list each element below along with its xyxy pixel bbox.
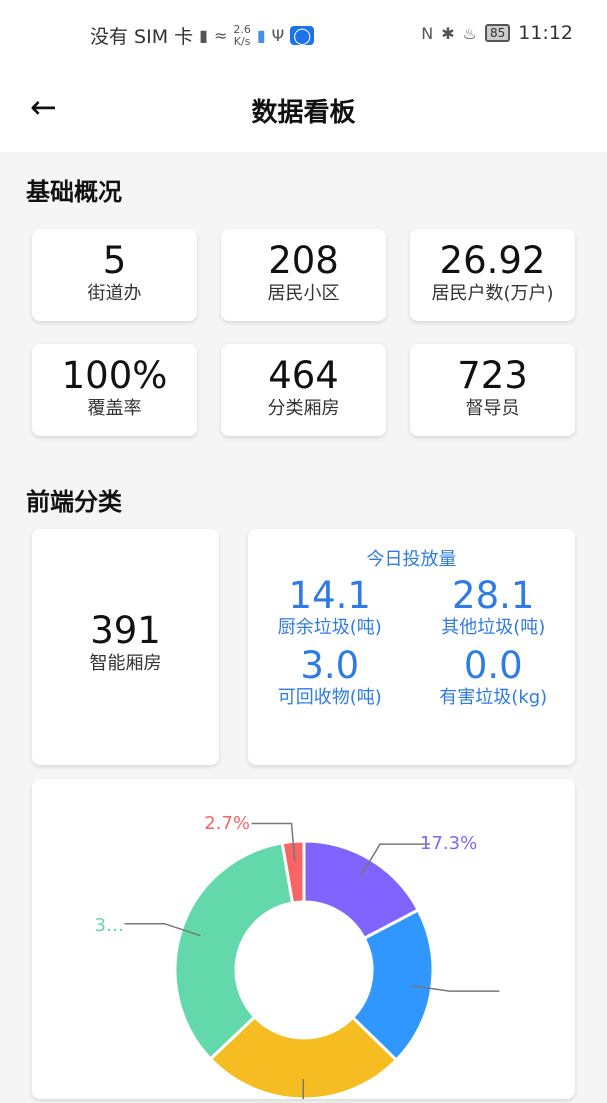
today-item: 14.1 厨余垃圾(吨) <box>277 574 382 639</box>
nfc-icon: N <box>421 23 434 43</box>
bluetooth-icon: ✱ <box>441 23 455 43</box>
charging-battery-icon: ▮ <box>256 26 266 45</box>
bell-muted-icon: ♨ <box>462 23 477 43</box>
smart-room-card: 391 智能厢房 <box>32 529 219 765</box>
smart-room-value: 391 <box>90 609 161 652</box>
leader-line <box>124 922 201 937</box>
section-title-overview: 基础概况 <box>26 178 122 206</box>
data-label: 17.3% <box>420 833 477 854</box>
data-label: 2.7% <box>204 813 250 834</box>
leader-line <box>411 984 500 992</box>
stat-value: 464 <box>268 354 339 397</box>
stat-value: 5 <box>102 239 127 282</box>
today-volume-card: 今日投放量 14.1 厨余垃圾(吨) 28.1 其他垃圾(吨) 3.0 可回收物(吨)… <box>248 529 575 765</box>
leader-line <box>359 843 431 878</box>
stat-label: 分类厢房 <box>267 398 340 419</box>
stat-label: 街道办 <box>87 283 142 304</box>
usb-icon: Ψ <box>271 26 285 45</box>
stat-card: 464 分类厢房 <box>221 344 386 436</box>
stat-card: 723 督导员 <box>410 344 575 436</box>
stat-value: 208 <box>268 239 339 282</box>
stat-card: 100% 覆盖率 <box>32 344 197 436</box>
stat-label: 覆盖率 <box>87 398 142 419</box>
carrier-text: 没有 SIM 卡 <box>90 26 194 48</box>
sim-alert-icon: ▮ <box>199 26 208 45</box>
donut-slice[interactable] <box>280 839 306 905</box>
chart-card: 17.3% 3… 2.7% <box>32 779 575 1103</box>
wifi-icon: ≈ <box>213 26 228 45</box>
network-speed: 2.6 K/s <box>233 22 251 48</box>
donut-slice[interactable] <box>350 907 435 1063</box>
stat-value: 723 <box>457 354 528 397</box>
data-label: 3… <box>95 915 124 936</box>
stat-value: 100% <box>61 354 168 397</box>
today-item: 0.0 有害垃圾(kg) <box>439 644 548 709</box>
bulb-app-icon: ◯ <box>290 26 315 45</box>
stat-label: 督导员 <box>465 398 520 419</box>
app-header: ← 数据看板 <box>0 70 607 152</box>
clock: 11:12 <box>518 22 573 44</box>
page-title: 数据看板 <box>251 98 356 128</box>
arrow-left-icon[interactable]: ← <box>30 88 57 126</box>
stat-value: 26.92 <box>439 239 546 282</box>
stat-card: 5 街道办 <box>32 229 197 321</box>
donut-slice[interactable] <box>173 841 295 1062</box>
status-bar: 没有 SIM 卡 ▮ ≈ 2.6 K/s ▮ Ψ ◯ N ✱ ♨ 85 11:12 <box>0 0 607 70</box>
smart-room-label: 智能厢房 <box>89 653 162 674</box>
stat-card: 208 居民小区 <box>221 229 386 321</box>
leader-line <box>251 822 296 862</box>
today-volume-title: 今日投放量 <box>366 549 457 570</box>
stat-label: 居民小区 <box>267 283 340 304</box>
donut-chart: 17.3% 3… 2.7% <box>95 813 500 1103</box>
stat-card: 26.92 居民户数(万户) <box>410 229 575 321</box>
battery-icon: 85 <box>484 24 511 42</box>
today-item: 3.0 可回收物(吨) <box>277 644 382 709</box>
section-title-front: 前端分类 <box>26 488 122 516</box>
stat-label: 居民户数(万户) <box>431 283 554 304</box>
today-item: 28.1 其他垃圾(吨) <box>441 574 546 639</box>
